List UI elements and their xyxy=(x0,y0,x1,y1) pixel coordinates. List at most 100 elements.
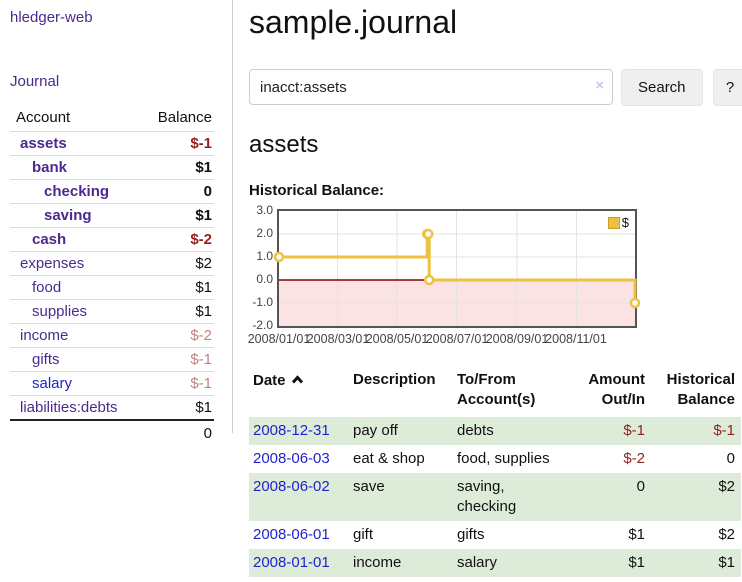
y-axis-tick: 3.0 xyxy=(256,203,273,217)
register-table: Date Description To/From Account(s) Amou… xyxy=(249,368,741,577)
transaction-date-link[interactable]: 2008-01-01 xyxy=(253,554,330,571)
page-title: sample.journal xyxy=(249,4,458,40)
transaction-description: gift xyxy=(353,526,374,543)
sort-ascending-icon xyxy=(291,370,304,390)
account-row: expenses $2 xyxy=(10,252,214,276)
account-balance: $1 xyxy=(195,159,212,176)
account-balance: $-2 xyxy=(190,327,212,344)
y-axis-tick: 2.0 xyxy=(256,226,273,240)
account-row: gifts $-1 xyxy=(10,348,214,372)
accounts-total-row: 0 xyxy=(10,419,214,445)
historical-balance-chart: $ 3.0 2.0 1.0 0.0 -1.0 -2.0 2008/01/01 2008/03/… xyxy=(247,203,669,348)
transaction-balance: $-1 xyxy=(713,422,735,439)
legend-swatch-icon xyxy=(607,216,620,229)
x-axis-tick: 2008/07/01 xyxy=(425,332,489,346)
register-header-account: To/From Account(s) xyxy=(457,371,536,408)
clear-search-icon[interactable]: × xyxy=(595,77,604,94)
account-row: cash $-2 xyxy=(10,228,214,252)
chart-legend: $ xyxy=(605,214,631,231)
account-link[interactable]: food xyxy=(32,279,62,296)
transaction-description: income xyxy=(353,554,402,571)
accounts-header-account: Account xyxy=(10,107,140,132)
accounts-total: 0 xyxy=(139,419,214,445)
transaction-amount: $1 xyxy=(628,526,645,543)
account-row: supplies $1 xyxy=(10,300,214,324)
account-row: income $-2 xyxy=(10,324,214,348)
y-axis-tick: -1.0 xyxy=(252,295,273,309)
chart-plot-area: $ xyxy=(273,209,641,328)
transaction-accounts: debts xyxy=(457,422,494,439)
account-row: liabilities:debts $1 xyxy=(10,396,214,421)
account-row: salary $-1 xyxy=(10,372,214,396)
chart-title: Historical Balance: xyxy=(249,182,385,199)
transaction-date-link[interactable]: 2008-06-01 xyxy=(253,526,330,543)
register-header-row: Date Description To/From Account(s) Amou… xyxy=(249,368,741,417)
transaction-date-link[interactable]: 2008-12-31 xyxy=(253,422,330,439)
search-form: × Search ? xyxy=(249,69,742,106)
account-link[interactable]: assets xyxy=(20,135,67,152)
register-row: 2008-01-01 income salary $1 $1 xyxy=(249,549,741,577)
accounts-table: Account Balance assets $-1 bank $1 checking 0… xyxy=(10,107,214,445)
account-row: food $1 xyxy=(10,276,214,300)
account-balance: $2 xyxy=(195,255,212,272)
transaction-accounts: saving, checking xyxy=(457,478,517,515)
brand-link[interactable]: hledger-web xyxy=(10,9,93,26)
accounts-header-balance: Balance xyxy=(139,107,214,132)
account-balance: $-1 xyxy=(190,375,212,392)
account-link[interactable]: saving xyxy=(44,207,92,224)
transaction-date-link[interactable]: 2008-06-02 xyxy=(253,478,330,495)
account-balance: $1 xyxy=(195,207,212,224)
account-balance: $1 xyxy=(195,279,212,296)
transaction-description: eat & shop xyxy=(353,450,425,467)
search-button[interactable]: Search xyxy=(621,69,703,106)
register-header-amount: Amount Out/In xyxy=(588,371,645,408)
transaction-description: save xyxy=(353,478,385,495)
x-axis-tick: 2008/03/01 xyxy=(306,332,370,346)
account-link[interactable]: checking xyxy=(44,183,110,200)
transaction-balance: $1 xyxy=(718,554,735,571)
x-axis-tick: 2008/09/01 xyxy=(485,332,549,346)
transaction-balance: 0 xyxy=(726,450,735,467)
y-axis-tick: 1.0 xyxy=(256,249,273,263)
search-input[interactable] xyxy=(249,69,613,105)
transaction-accounts: food, supplies xyxy=(457,450,550,467)
y-axis-tick: -2.0 xyxy=(252,318,273,332)
register-row: 2008-06-01 gift gifts $1 $2 xyxy=(249,521,741,549)
account-link[interactable]: liabilities:debts xyxy=(20,399,118,416)
register-row: 2008-12-31 pay off debts $-1 $-1 xyxy=(249,417,741,445)
transaction-amount: $1 xyxy=(628,554,645,571)
account-balance: $1 xyxy=(195,399,212,416)
register-row: 2008-06-03 eat & shop food, supplies $-2 0 xyxy=(249,445,741,473)
account-link[interactable]: cash xyxy=(32,231,67,248)
account-link[interactable]: salary xyxy=(32,375,73,392)
help-button[interactable]: ? xyxy=(712,69,742,106)
transaction-accounts: gifts xyxy=(457,526,485,543)
x-axis-tick: 2008/05/01 xyxy=(365,332,429,346)
account-link[interactable]: supplies xyxy=(32,303,88,320)
transaction-date-link[interactable]: 2008-06-03 xyxy=(253,450,330,467)
account-balance: $-1 xyxy=(190,135,212,152)
sidebar: hledger-web Journal Account Balance asse… xyxy=(0,0,233,445)
account-balance: $-1 xyxy=(190,351,212,368)
register-header-date: Date xyxy=(249,368,349,417)
account-link[interactable]: bank xyxy=(32,159,68,176)
transaction-accounts: salary xyxy=(457,554,498,571)
sidebar-item-journal[interactable]: Journal xyxy=(10,73,60,90)
y-axis-tick: 0.0 xyxy=(256,272,273,286)
transaction-amount: 0 xyxy=(636,478,645,495)
chart-canvas xyxy=(273,211,641,326)
main-panel: sample.journal × Search ? assets Histori… xyxy=(233,0,742,577)
account-link[interactable]: expenses xyxy=(20,255,85,272)
account-row: checking 0 xyxy=(10,180,214,204)
register-row: 2008-06-02 save saving, checking 0 $2 xyxy=(249,473,741,521)
account-balance: $-2 xyxy=(190,231,212,248)
transaction-description: pay off xyxy=(353,422,398,439)
account-row: saving $1 xyxy=(10,204,214,228)
transaction-balance: $2 xyxy=(718,478,735,495)
account-link[interactable]: income xyxy=(20,327,69,344)
x-axis-tick: 2008/01/01 xyxy=(247,332,311,346)
x-axis-tick: 2008/11/01 xyxy=(545,332,607,346)
account-link[interactable]: gifts xyxy=(32,351,60,368)
register-header-description: Description xyxy=(353,371,436,388)
